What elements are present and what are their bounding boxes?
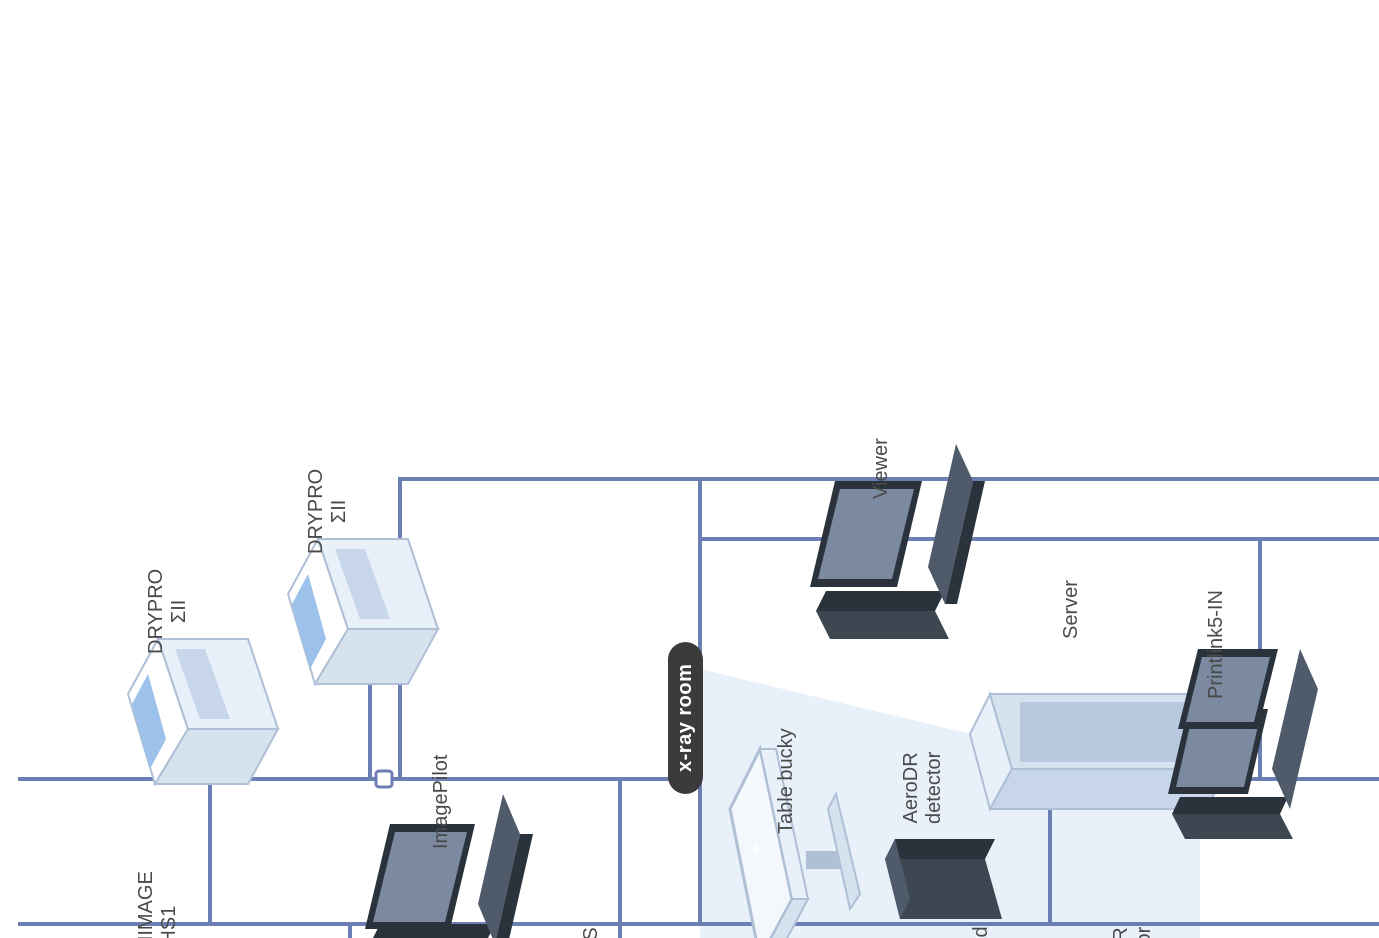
- aerodr2-icon: [880, 829, 1010, 929]
- sonimage-label: SONIMAGE HS1: [135, 871, 181, 938]
- diagram-stage: CT SONIMAGE HS1 REGIUS 110: [0, 0, 938, 938]
- drypro2-icon: [270, 524, 450, 704]
- drypro2-label: DRYPRO ΣII: [305, 469, 351, 554]
- drypro1-icon: [110, 624, 290, 804]
- drypro1-label: DRYPRO ΣII: [145, 569, 191, 654]
- diagram-canvas: CT SONIMAGE HS1 REGIUS 110: [0, 441, 1379, 938]
- viewer-label: Viewer: [870, 438, 893, 499]
- printlink-icon: [1150, 639, 1330, 849]
- xray-room-pill: x-ray room: [668, 642, 703, 794]
- aerodr1-label: AeroDR detector: [1110, 927, 1156, 938]
- regius110-label: REGIUS 110: [580, 927, 626, 938]
- printlink-label: Printlink5-IN: [1205, 590, 1228, 699]
- tablebucky-label: Table bucky: [775, 728, 798, 834]
- svg-text:+: +: [745, 842, 767, 854]
- aerodr2-label: AeroDR detector: [900, 752, 946, 824]
- server-label: Server: [1060, 580, 1083, 639]
- imagepilot-label: ImagePilot: [430, 755, 453, 850]
